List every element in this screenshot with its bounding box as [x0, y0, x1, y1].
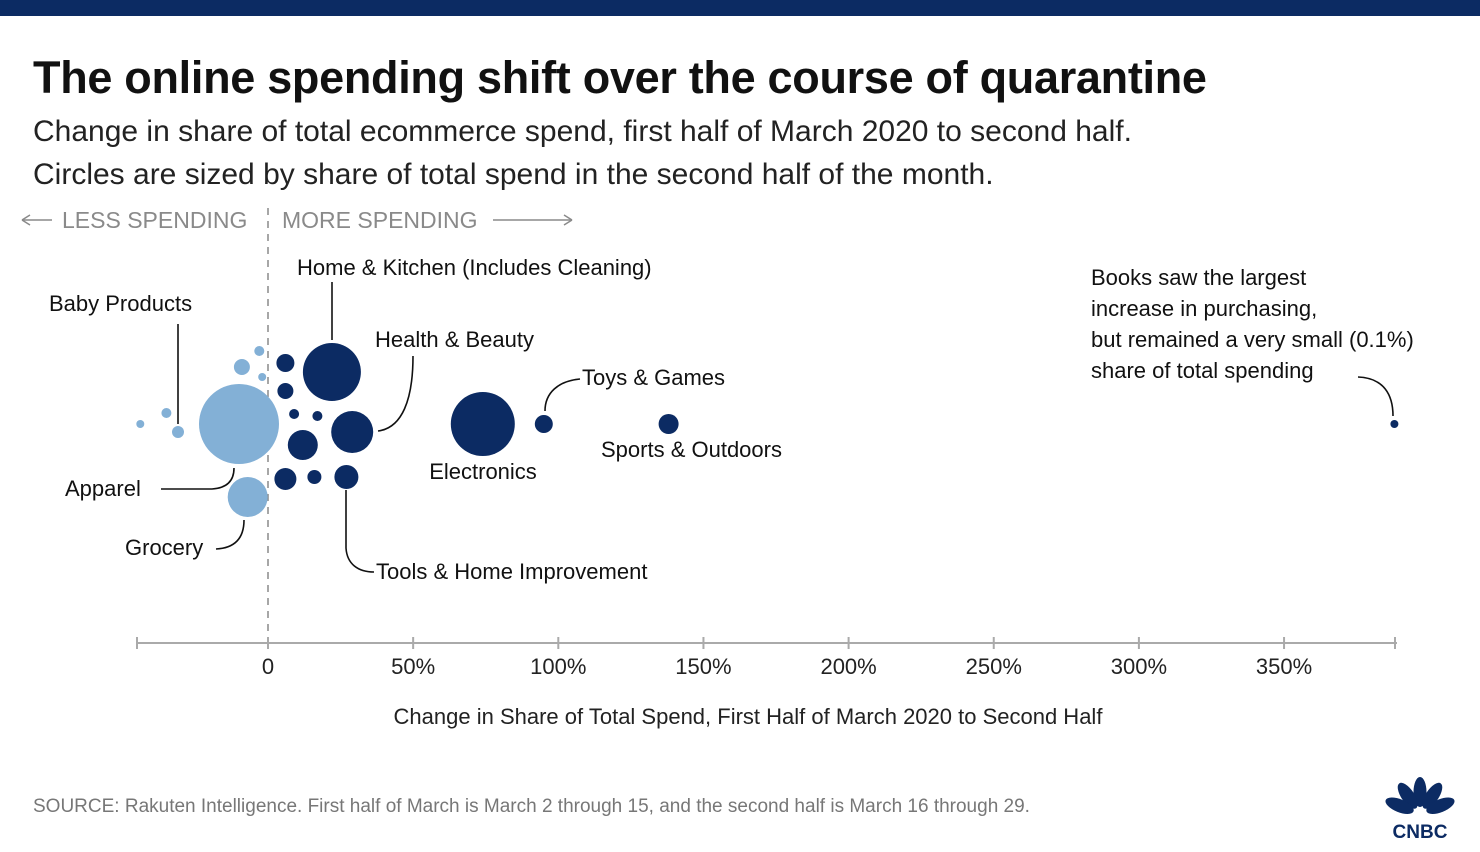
- bubble-category-18: [312, 411, 323, 421]
- label-apparel: Apparel: [65, 476, 141, 501]
- x-axis: 0 50% 100% 150% 200% 250% 300% 350% Change in S…: [136, 637, 1397, 729]
- source-note: SOURCE: Rakuten Intelligence. First half…: [33, 796, 1030, 817]
- bubble-tools-home-improvement: [334, 465, 359, 489]
- x-axis-ticks: 0 50% 100% 150% 200% 250% 300% 350%: [136, 637, 1396, 679]
- label-sports-outdoors: Sports & Outdoors: [601, 437, 782, 462]
- bubble-health-beauty: [331, 411, 374, 453]
- bubble-grocery: [227, 477, 268, 517]
- leader-line-books: [1357, 376, 1394, 417]
- subtitle-line-1: Change in share of total ecommerce spend…: [33, 115, 1132, 148]
- more-spending-label: MORE SPENDING: [282, 207, 478, 233]
- label-electronics: Electronics: [429, 459, 537, 484]
- nbc-peacock-icon: CNBC: [1385, 777, 1455, 843]
- leader-line-tools: [345, 490, 375, 573]
- bubble-electronics: [450, 392, 515, 456]
- direction-labels: LESS SPENDING MORE SPENDING: [21, 207, 573, 233]
- bubble-category-7: [258, 373, 267, 381]
- leader-lines: [161, 282, 1394, 573]
- less-arrow-head: [21, 214, 31, 226]
- x-axis-title: Change in Share of Total Spend, First Ha…: [394, 704, 1104, 729]
- x-tick-label: 0: [262, 654, 274, 679]
- bubble-category-5: [233, 359, 250, 375]
- label-tools-home-improvement: Tools & Home Improvement: [376, 559, 647, 584]
- bubble-toys-games: [534, 415, 553, 433]
- label-grocery: Grocery: [125, 535, 203, 560]
- bubble-category-3: [161, 408, 172, 418]
- books-note-line-3: but remained a very small (0.1%): [1091, 327, 1414, 352]
- x-tick-label: 50%: [391, 654, 435, 679]
- cnbc-logo-text: CNBC: [1393, 822, 1448, 843]
- label-health-beauty: Health & Beauty: [375, 327, 534, 352]
- annotation-labels: Baby Products Home & Kitchen (Includes C…: [49, 255, 1414, 584]
- top-accent-bar: [0, 0, 1480, 16]
- bubble-category-20: [274, 468, 297, 490]
- bubble-category-19: [287, 430, 318, 460]
- leader-line-health-beauty: [377, 355, 414, 432]
- leader-line-grocery: [215, 519, 245, 550]
- x-tick-label: 250%: [966, 654, 1022, 679]
- subtitle: Change in share of total ecommerce spend…: [33, 110, 1132, 196]
- bubble-books: [1390, 420, 1399, 428]
- more-arrow-head: [563, 214, 573, 226]
- books-note-line-1: Books saw the largest: [1091, 265, 1306, 290]
- bubble-category-16: [277, 383, 294, 399]
- bubble-sports-outdoors: [658, 414, 679, 434]
- leader-line-apparel: [161, 467, 235, 490]
- books-note-line-2: increase in purchasing,: [1091, 296, 1317, 321]
- x-tick-label: 100%: [530, 654, 586, 679]
- label-toys-games: Toys & Games: [582, 365, 725, 390]
- label-home-kitchen: Home & Kitchen (Includes Cleaning): [297, 255, 652, 280]
- bubble-apparel: [199, 384, 279, 464]
- x-tick-label: 150%: [675, 654, 731, 679]
- subtitle-line-2: Circles are sized by share of total spen…: [33, 158, 994, 191]
- less-spending-label: LESS SPENDING: [62, 207, 247, 233]
- bubble-chart: LESS SPENDING MORE SPENDING 0 50% 100% 150%…: [21, 207, 1414, 729]
- bubbles: [136, 343, 1399, 517]
- page-title: The online spending shift over the cours…: [33, 52, 1207, 103]
- x-tick-label: 300%: [1111, 654, 1167, 679]
- label-baby-products: Baby Products: [49, 291, 192, 316]
- bubble-category-4: [136, 420, 145, 428]
- bubble-category-17: [289, 409, 300, 419]
- x-tick-label: 200%: [820, 654, 876, 679]
- leader-line-toys-games: [544, 378, 581, 412]
- bubble-home-kitchen-includes-cleaning: [302, 343, 361, 401]
- bubble-baby-products: [172, 426, 184, 438]
- books-note-line-4: share of total spending: [1091, 358, 1314, 383]
- bubble-category-21: [307, 470, 322, 484]
- x-tick-label: 350%: [1256, 654, 1312, 679]
- bubble-category-15: [276, 354, 295, 372]
- bubble-category-6: [254, 346, 265, 356]
